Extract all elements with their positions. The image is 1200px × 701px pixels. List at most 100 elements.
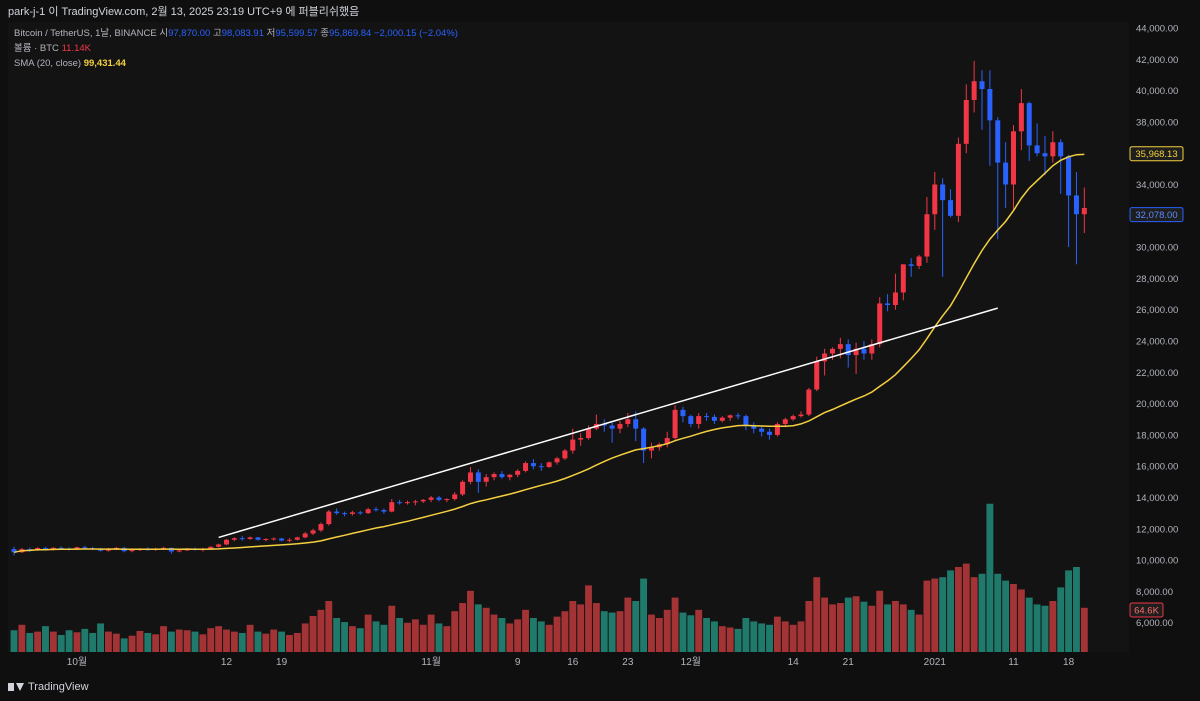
candle-body: [711, 416, 717, 421]
candle-body: [845, 344, 851, 356]
time-tick-label: 16: [567, 657, 579, 668]
volume-bar: [1049, 601, 1057, 652]
price-tick-label: 14,000.00: [1136, 493, 1178, 504]
volume-bar: [947, 570, 954, 652]
candle-body: [82, 547, 88, 549]
volume-bar: [608, 612, 616, 652]
time-tick-label: 23: [622, 657, 634, 668]
volume-bar: [427, 614, 435, 652]
volume-bar: [81, 628, 89, 652]
candle-body: [342, 513, 348, 515]
volume-bar: [821, 597, 829, 652]
candle-body: [995, 120, 1001, 163]
volume-bar: [687, 615, 695, 652]
volume-bar: [994, 573, 1002, 652]
candle-body: [546, 462, 552, 467]
candle-body: [1081, 207, 1087, 215]
legend-sma-row: SMA (20, close) 99,431.44: [14, 56, 458, 71]
volume-bar: [1065, 570, 1073, 652]
candle-body: [609, 425, 615, 429]
volume-bar: [451, 611, 459, 652]
price-tick-label: 30,000.00: [1136, 243, 1178, 254]
candle-body: [208, 546, 214, 550]
candle-body: [767, 431, 773, 435]
sma-label[interactable]: SMA (20, close): [14, 58, 82, 69]
volume-bar: [286, 635, 293, 652]
volume-bar: [199, 634, 207, 652]
candle-body: [743, 416, 749, 426]
volume-bar: [892, 601, 899, 652]
candle-body: [412, 501, 418, 503]
volume-bar: [348, 626, 356, 652]
legend-volume-row: 볼륨 · BTC 11.14K: [14, 41, 458, 56]
candle-body: [326, 511, 332, 525]
volume-bar: [970, 577, 978, 652]
candle-body: [515, 470, 521, 475]
candles: [11, 60, 1087, 556]
volume-bar: [561, 611, 569, 652]
brand-name: TradingView: [28, 681, 89, 693]
candle-body: [837, 344, 843, 349]
volume-bar: [773, 616, 781, 652]
candle-body: [562, 450, 568, 459]
volume-bar: [616, 611, 624, 652]
volume-label[interactable]: 볼륨 · BTC: [14, 43, 59, 54]
volume-bar: [388, 605, 396, 652]
price-tick-label: 38,000.00: [1136, 117, 1178, 128]
candle-body: [554, 458, 560, 463]
volume-bar: [931, 578, 939, 652]
open-value: 97,870.00: [168, 28, 211, 39]
volume-bar: [333, 618, 341, 652]
volume-bar: [592, 603, 600, 652]
volume-bar: [655, 618, 663, 652]
candle-body: [987, 89, 993, 121]
volume-bar: [553, 616, 561, 652]
volume-bar: [443, 626, 451, 652]
volume-bar: [703, 618, 710, 652]
time-tick-label: 2021: [924, 657, 947, 668]
candle-body: [617, 423, 623, 429]
volume-bar: [238, 632, 246, 652]
candle-body: [223, 539, 229, 545]
volume-bar: [380, 624, 388, 652]
volume-bar: [467, 590, 474, 652]
price-tick-label: 20,000.00: [1136, 399, 1178, 410]
volume-bar: [884, 604, 892, 652]
candle-body: [696, 416, 702, 424]
price-tick-label: 8,000.00: [1136, 587, 1173, 598]
candle-body: [586, 428, 592, 439]
candle-body: [861, 348, 867, 354]
volume-bar: [600, 611, 608, 652]
candle-body: [263, 538, 269, 540]
candle-body: [1018, 103, 1024, 132]
candle-body: [955, 143, 961, 216]
volume-bar: [978, 573, 986, 652]
volume-bar: [26, 632, 34, 652]
candle-body: [452, 494, 458, 500]
time-tick-label: 19: [276, 657, 288, 668]
candle-body: [829, 348, 835, 354]
plot-area[interactable]: [8, 22, 1129, 652]
volume-bar: [396, 618, 404, 652]
volume-bar: [718, 626, 726, 652]
volume-bar: [128, 635, 136, 652]
candle-body: [271, 538, 277, 540]
candle-body: [688, 416, 694, 424]
symbol-label[interactable]: Bitcoin / TetherUS, 1날, BINANCE: [14, 28, 157, 39]
candle-body: [1066, 156, 1072, 196]
volume-bar: [57, 635, 65, 652]
candle-body: [42, 548, 48, 550]
candle-body: [279, 538, 285, 541]
candle-body: [971, 81, 977, 100]
volume-bar: [648, 614, 655, 652]
candle-body: [334, 511, 340, 514]
volume-bar: [695, 609, 703, 652]
candle-body: [460, 481, 466, 495]
volume-bar: [939, 577, 947, 652]
candle-body: [523, 463, 529, 471]
candle-body: [365, 509, 371, 514]
volume-bar: [372, 621, 380, 652]
low-label: 저: [266, 28, 276, 39]
candle-body: [1010, 131, 1016, 185]
